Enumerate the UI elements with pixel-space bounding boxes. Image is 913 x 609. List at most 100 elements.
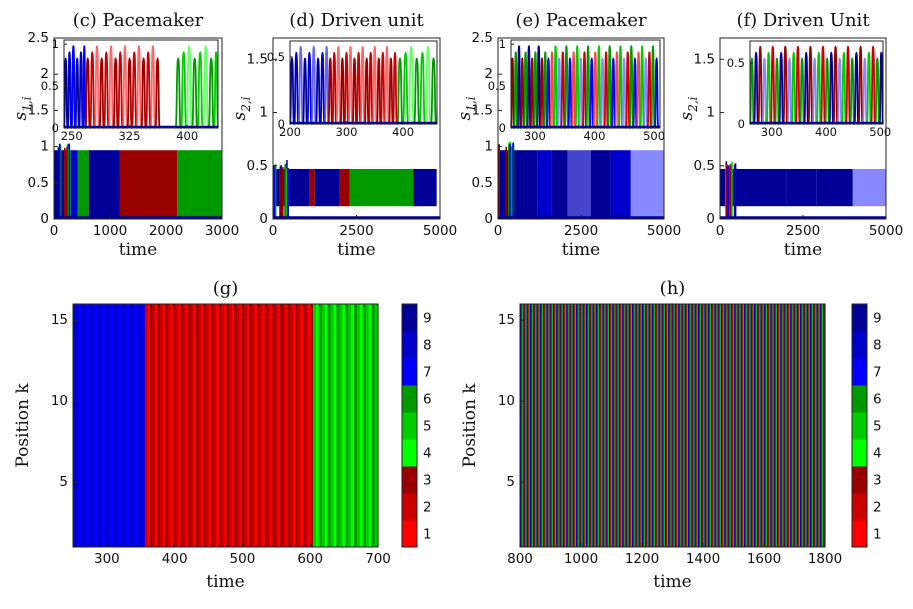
heatmap-h-stripe [763,304,766,547]
heatmap-h-stripe [701,304,703,547]
heatmap-g-stripe [342,304,346,547]
panel-d-inset-xtick-label: 200 [279,125,301,139]
heatmap-g-stripe [117,304,123,547]
panel-e-oscillation-band [537,150,552,219]
heatmap-h-stripe [678,304,680,547]
heatmap-h-stripe [527,304,530,547]
heatmap-h-stripe [726,304,729,547]
heatmap-g-xlabel: time [206,572,244,592]
heatmap-h-stripe [573,304,576,547]
heatmap-h-stripe [539,304,542,547]
heatmap-h-stripe [771,304,774,547]
heatmap-g-stripe [211,304,215,547]
panel-c-xlabel: time [119,240,157,260]
heatmap-g-stripe [216,304,220,547]
colorbar-h-cell [852,304,867,332]
panel-e-inset-pulse [614,51,620,129]
panel-e-inset-pulse [560,51,566,129]
heatmap-g-stripe [172,304,177,547]
heatmap-h-stripe [565,304,567,547]
heatmap-g-stripe [351,304,355,547]
heatmap-g-stripe [345,304,349,547]
heatmap-h-stripe [641,304,644,547]
panel-d-inset-ytick-label: 0.5 [267,50,285,64]
heatmap-h-xtick-label: 1800 [808,551,842,567]
heatmap-g-stripe [303,304,307,547]
panel-e-inset-ytick-label: 1 [499,37,506,51]
heatmap-h-stripe [682,304,685,547]
heatmap-h-stripe [741,304,744,547]
panel-c-xtick-label: 2000 [149,223,183,239]
heatmap-h-stripe [636,304,639,547]
heatmap-g-stripe [195,304,200,547]
heatmap-h-stripe [686,304,689,547]
colorbar-h-tick-label: 9 [873,311,882,327]
heatmap-h-stripe [823,304,825,547]
heatmap-g-stripe [259,304,263,547]
heatmap-h-stripe [593,304,596,547]
heatmap-h-stripe [622,304,624,547]
heatmap-h-stripe [681,304,684,547]
heatmap-h-stripe [533,304,535,547]
heatmap-h-stripe [734,304,736,547]
panel-d-inset-ytick-label: 0 [278,117,285,131]
panel-f-inset-pulse [841,51,847,125]
heatmap-h-stripe [537,304,540,547]
heatmap-h-stripe [602,304,605,547]
heatmap-h-stripe [820,304,823,547]
heatmap-h-stripe [540,304,543,547]
panel-e-oscillation-band [498,150,538,219]
panel-e-inset-pulse [563,45,569,129]
heatmap-h-stripe [644,304,646,547]
panel-c-inset-pulse [154,57,161,129]
heatmap-g-stripe [280,304,284,547]
heatmap-h-stripe [592,304,595,547]
panel-c-oscillation-band [177,150,222,219]
heatmap-h-stripe [569,304,572,547]
heatmap-h-stripe [781,304,784,547]
panel-e-inset-pulse [533,51,538,129]
heatmap-g-stripe [229,304,233,547]
heatmap-h-stripe [616,304,619,547]
heatmap-h-stripe [728,304,731,547]
panel-f-inset-xtick-label: 400 [815,125,837,139]
heatmap-g-stripe [105,304,111,547]
heatmap-h-stripe [649,304,652,547]
colorbar-g-tick-label: 2 [423,500,432,516]
heatmap-h-stripe [812,304,814,547]
heatmap-g-stripe [178,304,182,547]
heatmap-g-stripe [142,304,146,547]
heatmap-h-stripe [650,304,653,547]
heatmap-g-stripe [113,304,119,547]
colorbar-h-tick-label: 1 [873,527,882,543]
panel-c-ytick-label: 1 [40,139,49,155]
panel-d-oscillation-band [309,168,315,207]
heatmap-g-stripe [282,304,286,547]
heatmap-h-stripe [637,304,640,547]
heatmap-h-stripe [758,304,760,547]
colorbar-g-cell [402,493,417,521]
heatmap-g-stripe [226,304,230,547]
heatmap-h-stripe [799,304,802,547]
panel-e-title: (e) Pacemaker [515,10,647,31]
panel-e-oscillation-band [551,150,568,219]
colorbar-g-tick-label: 5 [423,419,432,435]
panel-c-inset-ytick-label: 0 [52,121,59,135]
panel-f-inset-pulse [765,51,772,125]
heatmap-h-title: (h) [660,278,686,299]
panel-f-inset-pulse [870,45,876,125]
heatmap-h-stripe [583,304,586,547]
panel-c-xtick-label: 0 [50,223,59,239]
heatmap-h-stripe [551,304,554,547]
panel-f-ytick-label: 1.5 [694,51,715,67]
heatmap-h-stripe [617,304,620,547]
colorbar-g-tick-label: 7 [423,365,432,381]
heatmap-g-stripe [272,304,276,547]
heatmap-h-stripe [790,304,792,547]
heatmap-h-stripe [769,304,771,547]
heatmap-g-stripe [236,304,240,547]
heatmap-h-stripe [546,304,549,547]
panel-f-inset-pulse [862,57,868,125]
panel-c-inset-pulse [185,45,193,129]
colorbar-h-tick-label: 5 [873,419,882,435]
